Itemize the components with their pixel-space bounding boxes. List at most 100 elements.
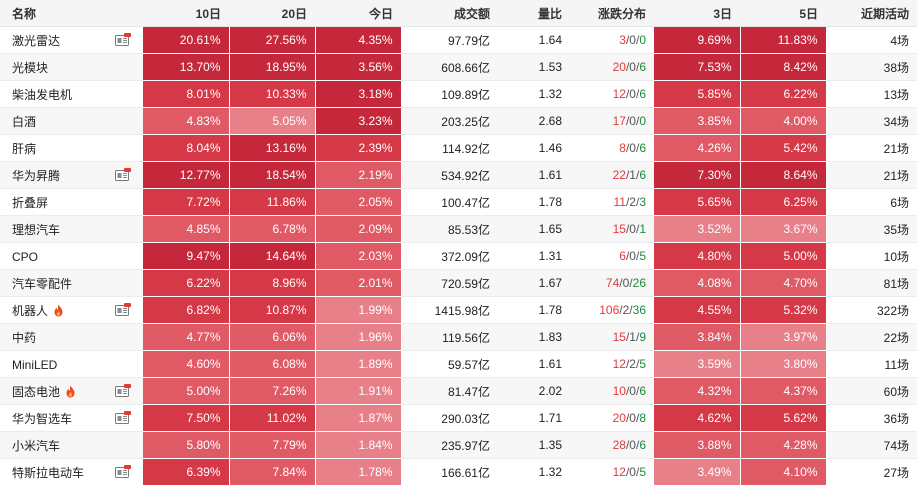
sector-name-cell[interactable]: 理想汽车 xyxy=(0,215,143,243)
recent-activity[interactable]: 4场 xyxy=(825,26,917,54)
recent-activity[interactable]: 22场 xyxy=(825,323,917,351)
sector-name[interactable]: 固态电池 xyxy=(12,384,61,399)
table-row[interactable]: 激光雷达 20.61% 27.56% 4.35% 97.79亿 1.64 3/0/0 9.69… xyxy=(0,26,917,54)
recent-activity[interactable]: 34场 xyxy=(825,107,917,135)
sector-name[interactable]: CPO xyxy=(12,249,39,264)
header-today[interactable]: 今日 xyxy=(315,0,401,27)
table-row[interactable]: 汽车零配件 6.22% 8.96% 2.01% 720.59亿 1.67 74/0/26 4.… xyxy=(0,269,917,297)
recent-activity[interactable]: 81场 xyxy=(825,269,917,297)
recent-activity[interactable]: 10场 xyxy=(825,242,917,270)
recent-activity[interactable]: 322场 xyxy=(825,296,917,324)
sector-name[interactable]: 小米汽车 xyxy=(12,438,61,453)
rise-count: 106 xyxy=(599,303,620,317)
report-icon[interactable] xyxy=(115,168,131,181)
header-3d[interactable]: 3日 xyxy=(654,0,740,27)
recent-activity[interactable]: 6场 xyxy=(825,188,917,216)
sector-name[interactable]: 激光雷达 xyxy=(12,33,61,48)
table-row[interactable]: 柴油发电机 8.01% 10.33% 3.18% 109.89亿 1.32 12/0/6 5.… xyxy=(0,80,917,108)
sector-name-cell[interactable]: 特斯拉电动车 xyxy=(0,458,143,485)
report-icon[interactable] xyxy=(115,384,131,397)
table-row[interactable]: 小米汽车 5.80% 7.79% 1.84% 235.97亿 1.35 28/0/6 3.88… xyxy=(0,431,917,459)
flat-count: 0 xyxy=(629,114,636,128)
recent-activity[interactable]: 27场 xyxy=(825,458,917,485)
header-amount[interactable]: 成交额 xyxy=(401,0,498,27)
sector-name-cell[interactable]: 小米汽车 xyxy=(0,431,143,459)
table-row[interactable]: CPO 9.47% 14.64% 2.03% 372.09亿 1.31 6/0/5 4.80%… xyxy=(0,242,917,270)
table-row[interactable]: 华为昇腾 12.77% 18.54% 2.19% 534.92亿 1.61 22/1/6 7.… xyxy=(0,161,917,189)
recent-activity[interactable]: 11场 xyxy=(825,350,917,378)
recent-activity[interactable]: 13场 xyxy=(825,80,917,108)
report-icon[interactable] xyxy=(115,465,131,478)
sector-name-cell[interactable]: 折叠屏 xyxy=(0,188,143,216)
sector-name-cell[interactable]: 机器人 xyxy=(0,296,143,324)
sector-name-cell[interactable]: 激光雷达 xyxy=(0,26,143,54)
sector-name-cell[interactable]: 光模块 xyxy=(0,53,143,81)
flat-count: 0 xyxy=(629,87,636,101)
sector-name[interactable]: MiniLED xyxy=(12,357,58,372)
table-row[interactable]: 固态电池 5.00% 7.26% 1.91% 81.47亿 2.02 10/0/6 4.32%… xyxy=(0,377,917,405)
fall-count: 0 xyxy=(639,33,646,47)
table-row[interactable]: 肝病 8.04% 13.16% 2.39% 114.92亿 1.46 8/0/6 4.26% 5… xyxy=(0,134,917,162)
report-icon[interactable] xyxy=(115,33,131,46)
sector-name[interactable]: 中药 xyxy=(12,330,37,345)
header-name[interactable]: 名称 xyxy=(0,0,143,27)
recent-activity[interactable]: 21场 xyxy=(825,161,917,189)
table-row[interactable]: 机器人 6.82% 10.87% 1.99% 1415.98亿 1.78 106/2/36 4… xyxy=(0,296,917,324)
sector-name[interactable]: 特斯拉电动车 xyxy=(12,465,85,480)
sector-name-cell[interactable]: 白酒 xyxy=(0,107,143,135)
sector-name-cell[interactable]: 中药 xyxy=(0,323,143,351)
sector-name-cell[interactable]: MiniLED xyxy=(0,350,143,378)
sector-name[interactable]: 柴油发电机 xyxy=(12,87,73,102)
sector-name[interactable]: 白酒 xyxy=(12,114,37,129)
table-row[interactable]: 中药 4.77% 6.06% 1.96% 119.56亿 1.83 15/1/9 3.84% 3… xyxy=(0,323,917,351)
change-today: 4.35% xyxy=(315,26,402,54)
table-row[interactable]: 白酒 4.83% 5.05% 3.23% 203.25亿 2.68 17/0/0 3.85% 4… xyxy=(0,107,917,135)
report-icon[interactable] xyxy=(115,411,131,424)
sector-name-cell[interactable]: 华为智选车 xyxy=(0,404,143,432)
header-5d[interactable]: 5日 xyxy=(740,0,826,27)
sector-name[interactable]: 汽车零配件 xyxy=(12,276,73,291)
sector-name-cell[interactable]: 肝病 xyxy=(0,134,143,162)
fall-count: 6 xyxy=(639,168,646,182)
change-today: 1.87% xyxy=(315,404,402,432)
table-row[interactable]: MiniLED 4.60% 6.08% 1.89% 59.57亿 1.61 12/2/5 3.… xyxy=(0,350,917,378)
sector-name-cell[interactable]: 固态电池 xyxy=(0,377,143,405)
sector-name[interactable]: 折叠屏 xyxy=(12,195,49,210)
fall-count: 5 xyxy=(639,249,646,263)
change-3d: 3.84% xyxy=(654,323,741,351)
sector-name[interactable]: 光模块 xyxy=(12,60,49,75)
table-row[interactable]: 特斯拉电动车 6.39% 7.84% 1.78% 166.61亿 1.32 12/0/5 3.… xyxy=(0,458,917,485)
header-distribution[interactable]: 涨跌分布 xyxy=(570,0,654,27)
sector-name-cell[interactable]: CPO xyxy=(0,242,143,270)
change-20d: 10.87% xyxy=(229,296,316,324)
header-activity[interactable]: 近期活动 xyxy=(826,0,917,27)
sector-name-cell[interactable]: 柴油发电机 xyxy=(0,80,143,108)
sector-name-cell[interactable]: 华为昇腾 xyxy=(0,161,143,189)
report-icon[interactable] xyxy=(115,303,131,316)
sector-name-cell[interactable]: 汽车零配件 xyxy=(0,269,143,297)
recent-activity[interactable]: 36场 xyxy=(825,404,917,432)
sector-name[interactable]: 华为智选车 xyxy=(12,411,73,426)
table-row[interactable]: 光模块 13.70% 18.95% 3.56% 608.66亿 1.53 20/0/6 7.5… xyxy=(0,53,917,81)
recent-activity[interactable]: 60场 xyxy=(825,377,917,405)
recent-activity[interactable]: 35场 xyxy=(825,215,917,243)
rise-count: 74 xyxy=(605,276,620,290)
table-row[interactable]: 理想汽车 4.85% 6.78% 2.09% 85.53亿 1.65 15/0/1 3.52%… xyxy=(0,215,917,243)
turnover-amount: 1415.98亿 xyxy=(401,296,498,324)
sector-name[interactable]: 理想汽车 xyxy=(12,222,61,237)
flat-count: 0 xyxy=(629,411,636,425)
header-volume-ratio[interactable]: 量比 xyxy=(498,0,570,27)
recent-activity[interactable]: 74场 xyxy=(825,431,917,459)
recent-activity[interactable]: 38场 xyxy=(825,53,917,81)
recent-activity[interactable]: 21场 xyxy=(825,134,917,162)
header-10d[interactable]: 10日 xyxy=(143,0,229,27)
table-row[interactable]: 折叠屏 7.72% 11.86% 2.05% 100.47亿 1.78 11/2/3 5.65… xyxy=(0,188,917,216)
sector-name[interactable]: 机器人 xyxy=(12,303,49,318)
change-3d: 3.49% xyxy=(654,458,741,485)
flat-count: 2 xyxy=(629,195,636,209)
sector-name[interactable]: 华为昇腾 xyxy=(12,168,61,183)
header-20d[interactable]: 20日 xyxy=(229,0,315,27)
table-row[interactable]: 华为智选车 7.50% 11.02% 1.87% 290.03亿 1.71 20/0/8 4.… xyxy=(0,404,917,432)
sector-name[interactable]: 肝病 xyxy=(12,141,37,156)
